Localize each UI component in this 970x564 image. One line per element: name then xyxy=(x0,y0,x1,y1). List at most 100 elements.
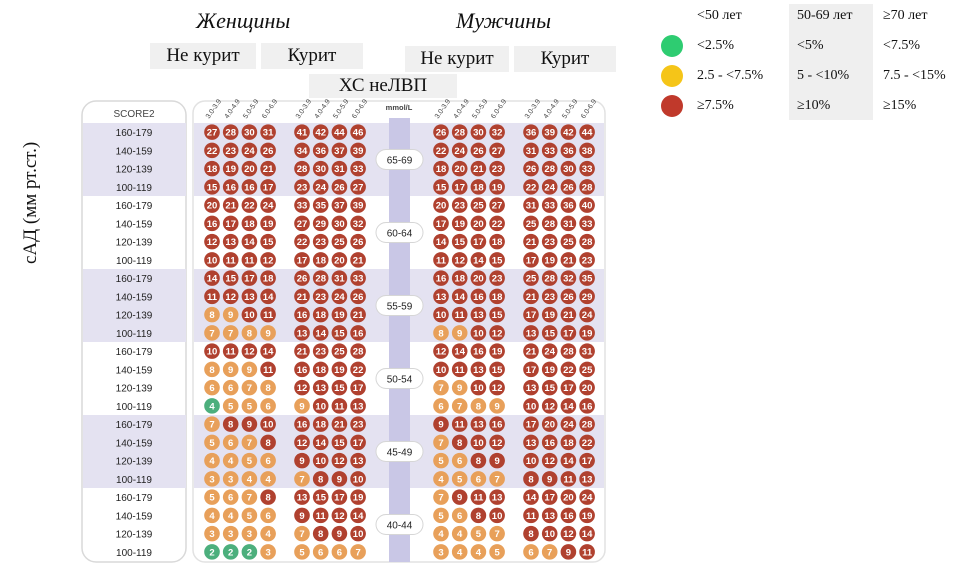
risk-circle xyxy=(312,124,329,140)
risk-value: 8 xyxy=(528,474,533,485)
risk-value: 6 xyxy=(228,493,233,504)
sbp-row-label: 120-139 xyxy=(116,238,153,249)
risk-value: 6 xyxy=(476,474,481,485)
risk-circle xyxy=(260,544,276,560)
risk-circle xyxy=(489,507,505,524)
risk-value: 14 xyxy=(244,237,255,248)
risk-circle xyxy=(451,544,468,560)
legend-yellow-dot xyxy=(661,65,683,87)
age-pill xyxy=(375,368,424,389)
legend-age-header-3: ≥70 лет xyxy=(883,8,928,23)
risk-value: 21 xyxy=(526,237,537,248)
risk-circle xyxy=(312,398,329,414)
risk-circle xyxy=(260,306,276,323)
risk-value: 23 xyxy=(297,182,308,193)
risk-circle xyxy=(541,306,558,323)
risk-value: 12 xyxy=(492,328,503,339)
sbp-row-label: 120-139 xyxy=(116,457,153,468)
risk-circle xyxy=(433,361,449,378)
risk-circle xyxy=(433,142,449,159)
risk-value: 18 xyxy=(454,274,465,285)
risk-circle xyxy=(523,489,539,505)
sbp-row-label: 120-139 xyxy=(116,165,153,176)
risk-value: 14 xyxy=(454,347,465,358)
risk-circle xyxy=(579,361,595,378)
risk-value: 11 xyxy=(473,493,484,504)
risk-value: 10 xyxy=(353,529,364,540)
risk-value: 27 xyxy=(492,146,503,157)
risk-circle xyxy=(294,544,310,560)
risk-circle xyxy=(579,525,595,542)
risk-value: 28 xyxy=(544,274,555,285)
risk-circle xyxy=(260,489,276,505)
risk-value: 3 xyxy=(209,474,214,485)
risk-value: 13 xyxy=(297,328,308,339)
risk-circle xyxy=(489,489,505,505)
risk-circle xyxy=(579,160,595,177)
risk-value: 19 xyxy=(582,328,593,339)
risk-value: 13 xyxy=(492,493,503,504)
risk-value: 11 xyxy=(455,365,466,376)
risk-value: 12 xyxy=(334,511,345,522)
risk-value: 22 xyxy=(353,365,364,376)
men-smoker-label: Курит xyxy=(514,46,616,72)
risk-circle xyxy=(433,343,449,359)
risk-circle xyxy=(579,544,595,560)
risk-value: 7 xyxy=(299,474,304,485)
risk-circle xyxy=(312,160,329,177)
risk-value: 17 xyxy=(297,255,308,266)
risk-circle xyxy=(241,544,258,560)
risk-circle xyxy=(331,361,348,378)
risk-circle xyxy=(294,306,310,323)
risk-circle xyxy=(470,270,487,286)
risk-value: 12 xyxy=(263,255,274,266)
legend-yellow-val-1: 2.5 - <7.5% xyxy=(697,68,764,83)
risk-value: 16 xyxy=(492,420,503,431)
risk-circle xyxy=(331,288,348,305)
risk-circle xyxy=(560,489,577,505)
risk-value: 28 xyxy=(225,128,236,139)
risk-circle xyxy=(470,325,487,341)
risk-value: 13 xyxy=(353,456,364,467)
risk-value: 8 xyxy=(318,474,323,485)
risk-value: 6 xyxy=(265,456,270,467)
risk-value: 10 xyxy=(526,456,537,467)
risk-value: 12 xyxy=(334,456,345,467)
risk-circle xyxy=(241,452,258,469)
risk-circle xyxy=(541,343,558,359)
risk-value: 27 xyxy=(297,219,308,230)
risk-circle xyxy=(294,416,310,432)
age-band-left xyxy=(83,415,186,488)
risk-value: 12 xyxy=(297,438,308,449)
risk-circle xyxy=(260,416,276,432)
risk-circle xyxy=(312,379,329,396)
risk-circle xyxy=(560,507,577,524)
risk-value: 11 xyxy=(207,292,218,303)
risk-value: 18 xyxy=(563,438,574,449)
risk-value: 38 xyxy=(582,146,593,157)
risk-circle xyxy=(523,215,539,232)
risk-value: 16 xyxy=(353,328,364,339)
risk-circle xyxy=(294,325,310,341)
risk-value: 10 xyxy=(207,347,218,358)
risk-circle xyxy=(260,343,276,359)
women-smoker-label: Курит xyxy=(261,43,363,69)
risk-circle xyxy=(260,197,276,213)
risk-circle xyxy=(350,288,366,305)
risk-circle xyxy=(451,233,468,250)
risk-value: 10 xyxy=(244,310,255,321)
risk-circle xyxy=(433,416,449,432)
risk-circle xyxy=(260,471,276,487)
risk-value: 12 xyxy=(544,401,555,412)
risk-circle xyxy=(241,197,258,213)
risk-circle xyxy=(204,325,220,341)
risk-value: 26 xyxy=(436,128,447,139)
risk-circle xyxy=(433,179,449,195)
risk-circle xyxy=(222,215,239,232)
age-pill-label: 50-54 xyxy=(387,375,413,386)
sbp-row-label: 120-139 xyxy=(116,384,153,395)
risk-circle xyxy=(470,179,487,195)
risk-value: 26 xyxy=(473,146,484,157)
risk-value: 13 xyxy=(436,292,447,303)
risk-circle xyxy=(433,452,449,469)
